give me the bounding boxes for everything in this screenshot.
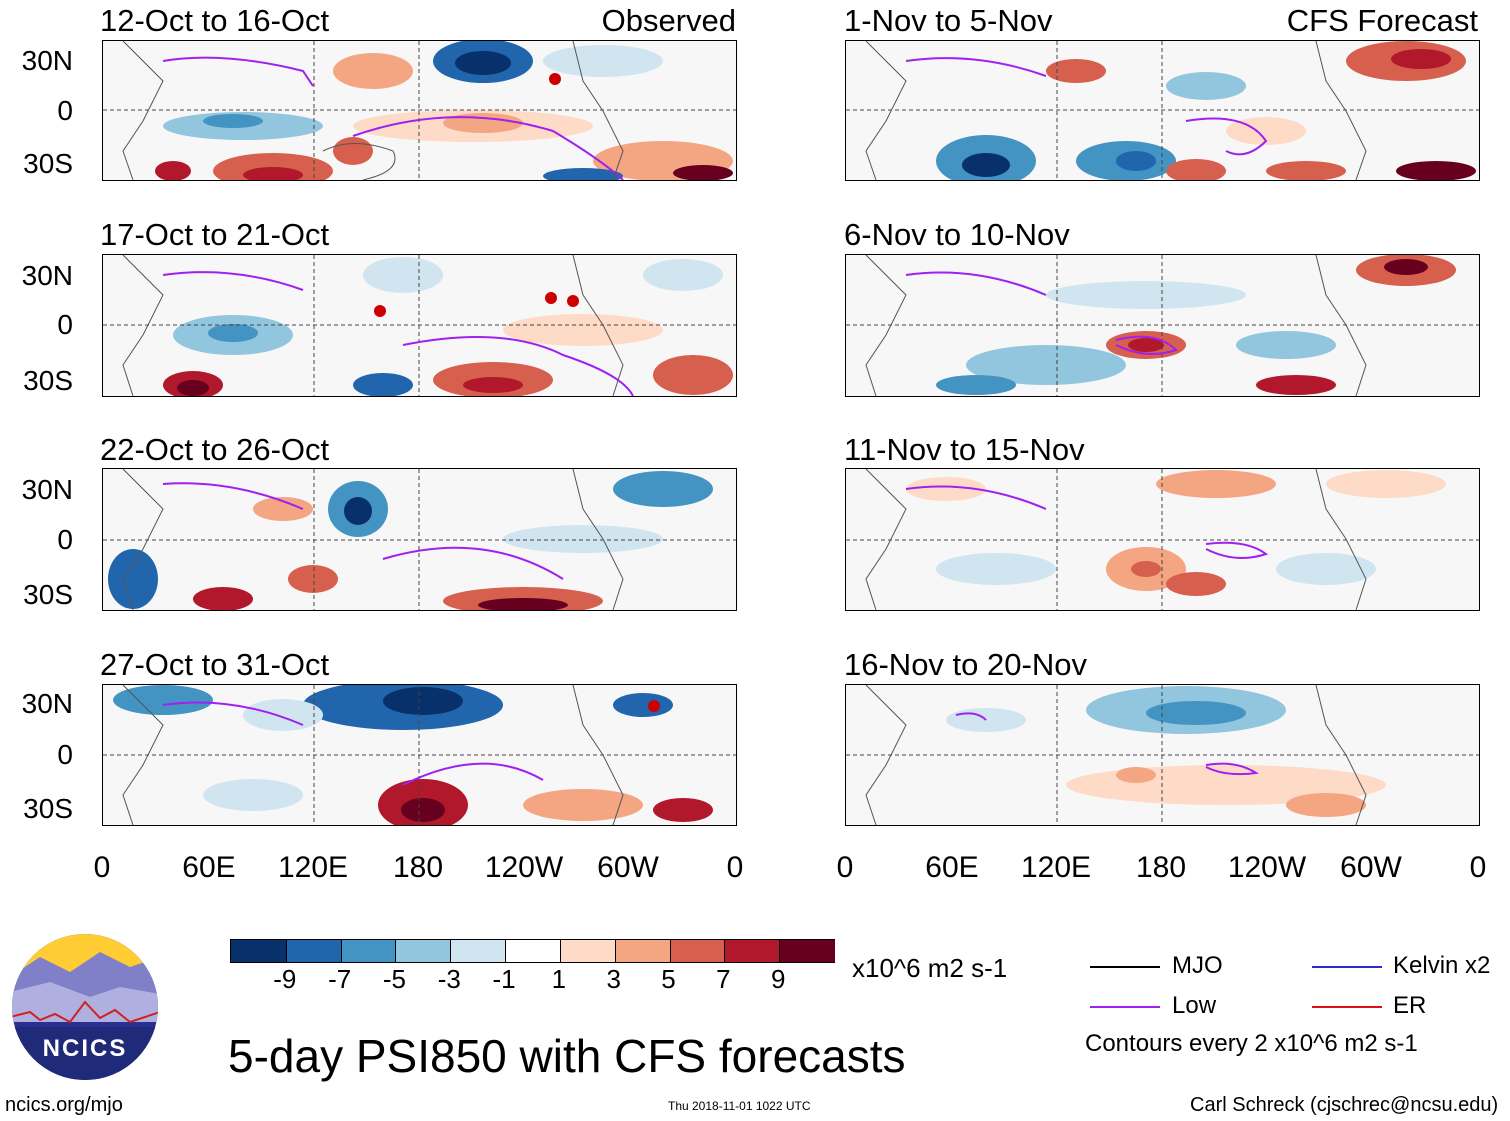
colorbar xyxy=(230,939,836,963)
logo-graphic xyxy=(12,934,158,1080)
storm-icon xyxy=(567,295,579,307)
panel-title: 27-Oct to 31-Oct xyxy=(100,647,330,682)
colorbar-cell xyxy=(505,940,562,962)
psi850-field xyxy=(846,685,1479,825)
panel-title: 16-Nov to 20-Nov xyxy=(844,647,1087,682)
psi850-field xyxy=(846,469,1479,610)
colorbar-units: x10^6 m2 s-1 xyxy=(852,953,1008,983)
lon-label: 0 xyxy=(726,851,744,884)
footer-credit: Carl Schreck (cjschrec@ncsu.edu) xyxy=(1190,1094,1499,1116)
lon-label: 60W xyxy=(597,851,659,884)
panel-title: 11-Nov to 15-Nov xyxy=(844,432,1085,467)
panel-title: 22-Oct to 26-Oct xyxy=(100,432,330,467)
colorbar-cell xyxy=(340,940,397,962)
lat-label: 30S xyxy=(23,365,73,396)
contour-note: Contours every 2 x10^6 m2 s-1 xyxy=(1085,1030,1418,1057)
colorbar-tick-label: -3 xyxy=(437,964,461,994)
lon-label: 120E xyxy=(1020,851,1092,884)
psi850-field xyxy=(103,469,736,610)
lat-label: 30N xyxy=(21,474,73,505)
map-panel xyxy=(845,468,1480,611)
psi850-field xyxy=(846,255,1479,396)
lat-label: 0 xyxy=(57,309,73,340)
lon-label: 0 xyxy=(1469,851,1487,884)
map-panel xyxy=(102,468,737,611)
legend-line-er xyxy=(1312,1006,1382,1008)
main-title: 5-day PSI850 with CFS forecasts xyxy=(228,1030,906,1082)
footer-url[interactable]: ncics.org/mjo xyxy=(5,1094,123,1116)
lat-label: 0 xyxy=(57,739,73,770)
colorbar-cell xyxy=(724,940,781,962)
lat-label: 30S xyxy=(23,793,73,824)
colorbar-cell xyxy=(614,940,672,962)
forecast-label: CFS Forecast xyxy=(1286,3,1478,38)
panel-title: 6-Nov to 10-Nov xyxy=(844,217,1070,252)
lon-label: 0 xyxy=(836,851,854,884)
legend-label-mjo: MJO xyxy=(1172,952,1223,979)
psi850-field xyxy=(103,255,736,396)
lat-label: 30S xyxy=(23,148,73,179)
legend-line-kelvin xyxy=(1312,966,1382,968)
lon-label: 0 xyxy=(93,851,111,884)
colorbar-tick-label: -5 xyxy=(382,964,407,994)
lat-label: 30S xyxy=(23,579,73,610)
colorbar-cell xyxy=(395,940,452,962)
lon-label: 120W xyxy=(484,851,564,884)
lat-label: 30N xyxy=(21,260,73,291)
colorbar-cell xyxy=(559,940,617,962)
colorbar-cell xyxy=(669,940,726,962)
lon-label: 120E xyxy=(277,851,349,884)
legend-line-low xyxy=(1090,1006,1160,1008)
map-panel xyxy=(102,40,737,181)
panel-title: 12-Oct to 16-Oct xyxy=(100,3,330,38)
lon-label: 60W xyxy=(1340,851,1402,884)
lat-label: 0 xyxy=(57,524,73,555)
colorbar-tick-label: -7 xyxy=(328,964,352,994)
psi850-field xyxy=(103,685,736,825)
lat-label: 0 xyxy=(57,95,73,126)
colorbar-tick-label: 3 xyxy=(606,964,621,994)
colorbar-tick-label: 9 xyxy=(770,964,786,994)
ncics-logo: NCICS xyxy=(10,932,160,1082)
lon-label: 180 xyxy=(1135,851,1187,884)
colorbar-tick-label: -1 xyxy=(492,964,516,994)
map-panel xyxy=(102,254,737,397)
storm-icon xyxy=(545,292,557,304)
lon-label: 60E xyxy=(925,851,979,884)
map-panel xyxy=(102,684,737,826)
storm-icon xyxy=(374,305,386,317)
map-panel xyxy=(845,684,1480,826)
psi850-field xyxy=(846,41,1479,180)
storm-icon xyxy=(549,73,561,85)
psi850-field xyxy=(103,41,736,180)
colorbar-tick-label: 7 xyxy=(716,964,731,994)
logo-text: NCICS xyxy=(42,1035,128,1062)
map-panel xyxy=(845,254,1480,397)
legend-label-low: Low xyxy=(1172,992,1217,1019)
panel-title: 17-Oct to 21-Oct xyxy=(100,217,330,252)
map-panel xyxy=(845,40,1480,181)
storm-icon xyxy=(648,700,660,712)
legend-label-kelvin: Kelvin x2 xyxy=(1393,952,1491,979)
lon-label: 60E xyxy=(182,851,236,884)
legend-line-mjo xyxy=(1090,966,1160,968)
lon-label: 120W xyxy=(1227,851,1307,884)
colorbar-tick-label: 1 xyxy=(551,964,567,994)
colorbar-tick-label: -9 xyxy=(273,964,297,994)
colorbar-tick-label: 5 xyxy=(661,964,676,994)
colorbar-cell xyxy=(285,940,343,962)
panel-title: 1-Nov to 5-Nov xyxy=(844,3,1053,38)
colorbar-cell xyxy=(450,940,507,962)
lon-label: 180 xyxy=(392,851,444,884)
footer-timestamp: Thu 2018-11-01 1022 UTC xyxy=(668,1099,811,1113)
observed-label: Observed xyxy=(601,3,736,38)
colorbar-cell xyxy=(779,940,836,962)
lat-label: 30N xyxy=(21,45,73,76)
legend-label-er: ER xyxy=(1393,992,1427,1019)
colorbar-cell xyxy=(231,940,287,962)
lat-label: 30N xyxy=(21,688,73,719)
